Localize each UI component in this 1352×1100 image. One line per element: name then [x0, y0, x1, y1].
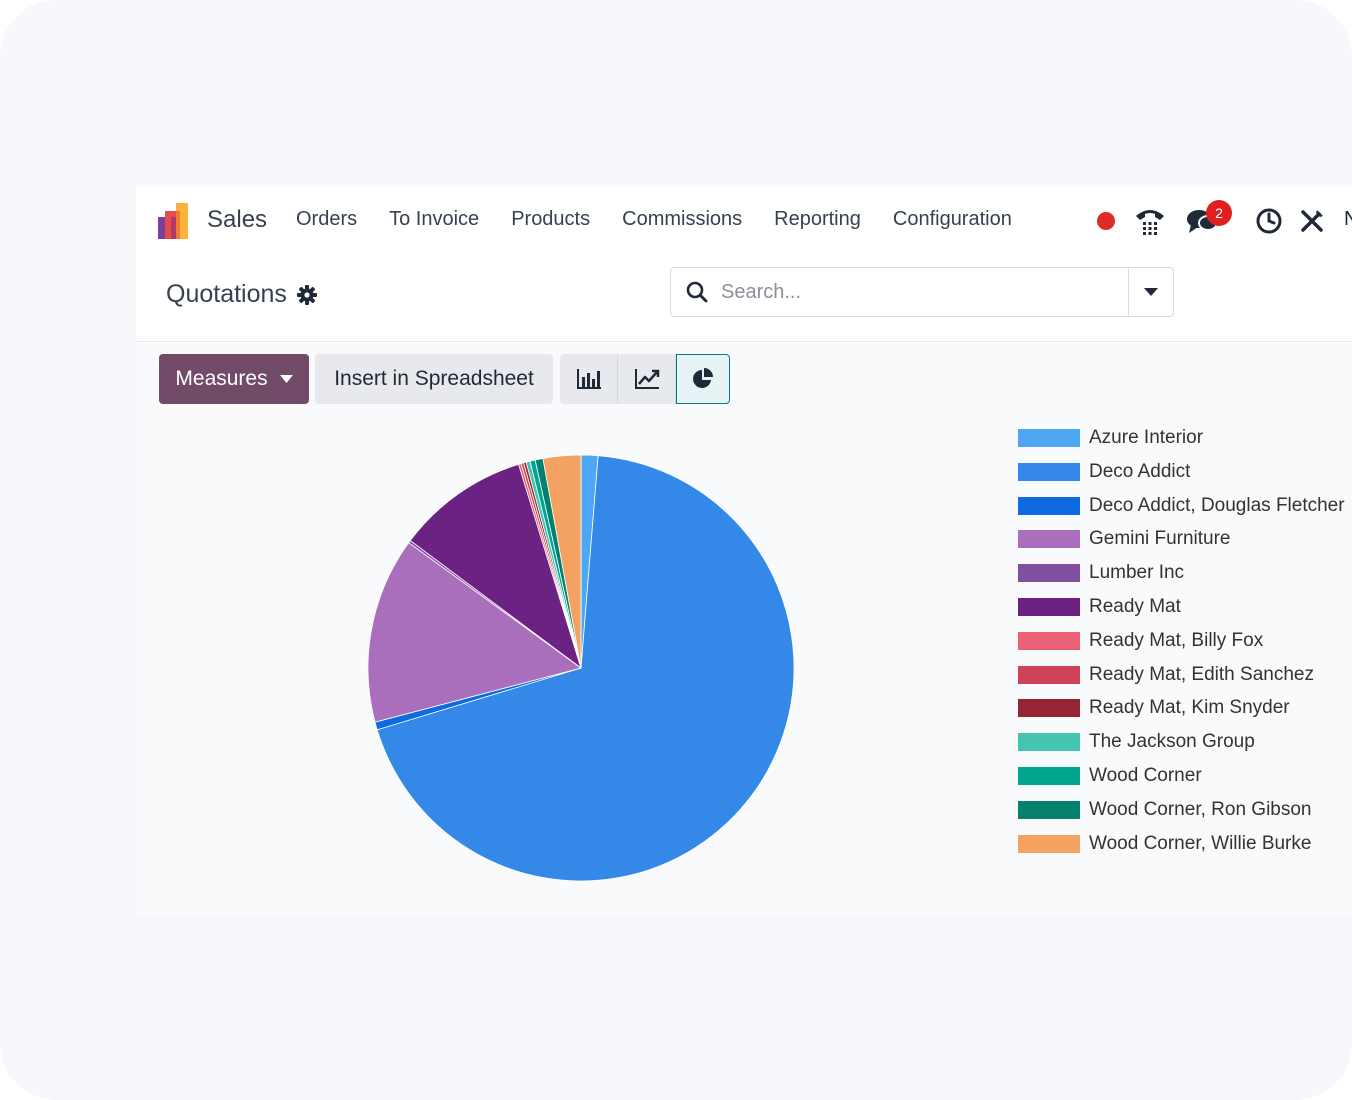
legend-swatch — [1018, 631, 1080, 650]
pie-chart-button[interactable] — [676, 354, 730, 404]
bar-chart-icon — [576, 369, 601, 389]
legend-swatch — [1018, 767, 1080, 785]
caret-down-icon — [279, 375, 293, 383]
page-title: Quotations — [166, 280, 287, 308]
recording-dot-icon[interactable] — [1096, 204, 1116, 238]
legend-label: Wood Corner, Ron Gibson — [1089, 798, 1312, 820]
legend-item[interactable]: Wood Corner, Willie Burke — [1018, 831, 1311, 857]
legend-item[interactable]: Deco Addict — [1018, 459, 1190, 485]
caret-down-icon — [1144, 288, 1158, 296]
search-input[interactable] — [719, 276, 1123, 308]
legend-swatch — [1018, 733, 1080, 752]
line-chart-icon — [634, 369, 659, 389]
legend-swatch — [1018, 462, 1080, 481]
legend-item[interactable]: The Jackson Group — [1018, 729, 1255, 755]
menu-orders[interactable]: Orders — [296, 208, 358, 230]
menu-products[interactable]: Products — [511, 208, 591, 230]
legend-label: Wood Corner — [1089, 765, 1202, 786]
legend-label: Ready Mat, Kim Snyder — [1089, 697, 1290, 719]
legend-item[interactable]: Wood Corner — [1018, 763, 1202, 789]
systray: 2 N — [1096, 200, 1352, 238]
legend-label: Wood Corner, Willie Burke — [1089, 832, 1312, 854]
menu-commissions[interactable]: Commissions — [622, 208, 743, 230]
legend-label: Deco Addict, Douglas Fletcher — [1089, 494, 1345, 516]
measures-button[interactable]: Measures — [159, 354, 309, 404]
menu-configuration[interactable]: Configuration — [892, 208, 1012, 230]
legend-swatch — [1018, 800, 1080, 819]
legend-swatch — [1018, 598, 1080, 616]
legend-item[interactable]: Ready Mat, Edith Sanchez — [1018, 662, 1314, 688]
app-window: Sales Orders To Invoice Products Commiss… — [136, 186, 1352, 916]
legend-swatch — [1018, 834, 1080, 853]
top-menu: Orders To Invoice Products Commissions R… — [296, 208, 1044, 231]
legend-label: The Jackson Group — [1089, 731, 1255, 753]
main-navbar: Sales Orders To Invoice Products Commiss… — [136, 186, 1352, 256]
legend-swatch — [1018, 530, 1080, 549]
legend-swatch — [1018, 429, 1080, 447]
pie-slice-wood-corner-willie-burke[interactable] — [542, 454, 582, 669]
legend-swatch — [1018, 665, 1080, 684]
search-icon — [686, 281, 708, 303]
legend-label: Ready Mat, Edith Sanchez — [1089, 663, 1314, 685]
app-name[interactable]: Sales — [207, 206, 268, 233]
pie-slice-deco-addict[interactable] — [376, 455, 795, 882]
legend-item[interactable]: Ready Mat, Billy Fox — [1018, 628, 1263, 654]
legend-item[interactable]: Deco Addict, Douglas Fletcher — [1018, 493, 1345, 519]
pie-chart-icon — [693, 368, 713, 388]
phone-icon[interactable] — [1134, 204, 1166, 238]
legend-item[interactable]: Gemini Furniture — [1018, 526, 1231, 552]
bar-chart-button[interactable] — [560, 354, 618, 404]
legend-item[interactable]: Azure Interior — [1018, 425, 1203, 451]
tools-icon[interactable] — [1299, 204, 1325, 238]
pie-chart — [367, 454, 795, 882]
user-menu-initial[interactable]: N — [1344, 208, 1352, 230]
legend-item[interactable]: Lumber Inc — [1018, 560, 1184, 586]
measures-label: Measures — [175, 367, 268, 390]
chart-type-switcher — [560, 354, 730, 404]
activity-clock-icon[interactable] — [1256, 204, 1282, 238]
legend-label: Lumber Inc — [1089, 562, 1185, 584]
insert-in-spreadsheet-button[interactable]: Insert in Spreadsheet — [315, 354, 553, 404]
gear-icon[interactable] — [296, 284, 317, 305]
legend-item[interactable]: Ready Mat, Kim Snyder — [1018, 695, 1290, 721]
legend-label: Azure Interior — [1089, 427, 1204, 448]
menu-to-invoice[interactable]: To Invoice — [389, 208, 480, 230]
legend-item[interactable]: Wood Corner, Ron Gibson — [1018, 797, 1312, 823]
menu-reporting[interactable]: Reporting — [774, 208, 861, 230]
pie-slice-ready-mat[interactable] — [409, 463, 582, 670]
legend-swatch — [1018, 564, 1080, 583]
legend-label: Ready Mat — [1089, 596, 1181, 617]
sales-app-logo-icon[interactable] — [158, 203, 192, 239]
search-options-toggle[interactable] — [1128, 268, 1173, 316]
messages-count-badge: 2 — [1206, 200, 1232, 226]
search-box — [670, 267, 1174, 317]
line-chart-button[interactable] — [618, 354, 676, 404]
legend-swatch — [1018, 699, 1080, 718]
legend-label: Ready Mat, Billy Fox — [1089, 629, 1264, 651]
legend-swatch — [1018, 496, 1080, 515]
legend-label: Deco Addict — [1089, 460, 1191, 482]
legend-label: Gemini Furniture — [1089, 528, 1231, 550]
pie-slice-gemini-furniture[interactable] — [367, 542, 582, 723]
control-panel: Quotations — [136, 256, 1352, 342]
breadcrumb: Quotations — [166, 280, 317, 309]
legend-item[interactable]: Ready Mat — [1018, 594, 1181, 620]
